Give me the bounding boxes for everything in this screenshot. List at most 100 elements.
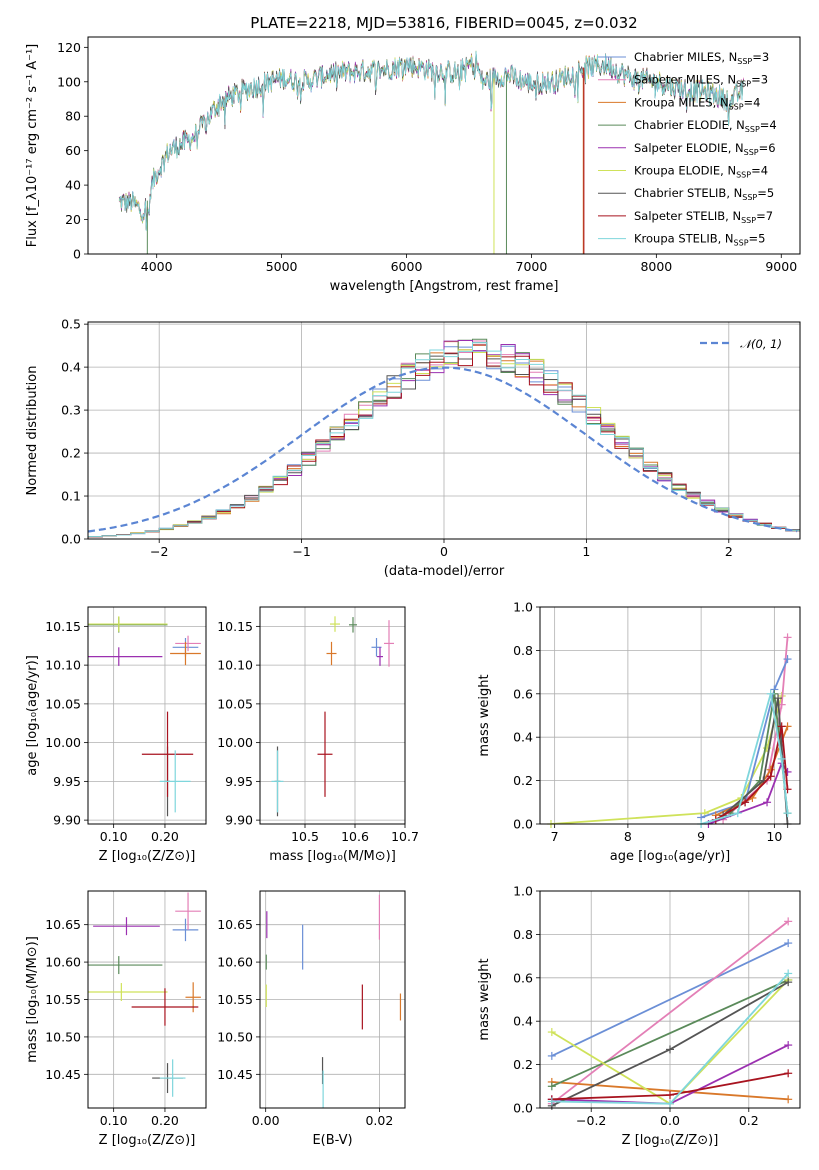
- mass-weight-vs-z-panel: −0.2 0.0 0.2 0.0 0.2 0.4 0.6 0.8 1.0 Z [log₁₀(Z/Z…: [477, 884, 801, 1148]
- y-tick-label: 9.90: [225, 813, 253, 828]
- axes-frame: [259, 606, 406, 825]
- x-tick-label: 10: [766, 829, 782, 844]
- x-tick-label: 0: [440, 544, 448, 559]
- y-tick-label: 0: [73, 247, 81, 262]
- y-tick-label: 0.4: [513, 730, 533, 745]
- y-axis-label: mass weight: [477, 674, 492, 756]
- y-tick-label: 120: [57, 40, 81, 55]
- y-tick-label: 9.95: [225, 774, 253, 789]
- y-tick-label: 0.2: [513, 773, 533, 788]
- x-tick-label: 8: [624, 829, 632, 844]
- x-tick-label: 8000: [640, 259, 672, 274]
- y-tick-label: 0.4: [513, 1014, 533, 1029]
- y-axis-label: Flux [f_λ10⁻¹⁷ erg cm⁻² s⁻¹ A⁻¹]: [25, 44, 40, 248]
- x-tick-label: 7000: [516, 259, 548, 274]
- series-line: [551, 1081, 789, 1101]
- data-point: [88, 956, 163, 975]
- x-tick-label: 5000: [266, 259, 298, 274]
- data-point: [93, 917, 160, 936]
- y-tick-label: 9.90: [53, 813, 81, 828]
- data-point: [384, 620, 394, 667]
- series-line: [700, 658, 789, 819]
- legend-label: Salpeter MILES, NSSP=3: [634, 73, 768, 89]
- x-tick-label: 2: [725, 544, 733, 559]
- y-tick-label: 10.10: [45, 658, 81, 673]
- chart-title: PLATE=2218, MJD=53816, FIBERID=0045, z=0…: [250, 14, 637, 32]
- data-point: [175, 892, 201, 930]
- x-axis-label: Z [log₁₀(Z/Z⊙)]: [99, 1133, 196, 1148]
- y-tick-label: 60: [65, 143, 81, 158]
- axes-frame: [87, 606, 207, 825]
- y-tick-label: 100: [57, 74, 81, 89]
- y-tick-label: 1.0: [513, 884, 533, 899]
- x-tick-label: 10.6: [341, 829, 369, 844]
- y-tick-label: 80: [65, 109, 81, 124]
- x-axis-label: mass [log₁₀(M/M⊙)]: [269, 849, 396, 864]
- data-point: [159, 1059, 186, 1097]
- legend-label: Salpeter ELODIE, NSSP=6: [634, 141, 776, 157]
- y-tick-label: 20: [65, 212, 81, 227]
- x-axis-label: E(B-V): [312, 1133, 352, 1148]
- y-tick-label: 0.3: [61, 403, 81, 418]
- mass-vs-z-panel: 0.10 0.20 10.45 10.50 10.55 10.60 10.65 Z [log₁…: [25, 890, 207, 1148]
- x-axis-label: wavelength [Angstrom, rest frame]: [330, 279, 559, 294]
- y-tick-label: 0.2: [513, 1057, 533, 1072]
- legend-label: Kroupa MILES, NSSP=4: [634, 95, 760, 111]
- series-line: [715, 726, 789, 821]
- axes-frame: [87, 890, 207, 1109]
- x-axis-label: Z [log₁₀(Z/Z⊙)]: [99, 849, 196, 864]
- y-tick-label: 40: [65, 178, 81, 193]
- data-point: [170, 641, 201, 666]
- y-tick-label: 10.00: [217, 735, 253, 750]
- data-point: [175, 635, 201, 652]
- x-tick-label: 10.7: [391, 829, 419, 844]
- y-tick-label: 0.4: [61, 360, 81, 375]
- x-tick-label: 0.20: [151, 1113, 179, 1128]
- y-tick-label: 10.45: [45, 1067, 81, 1082]
- axes-frame: [87, 36, 801, 255]
- y-tick-label: 0.0: [513, 1101, 533, 1116]
- spectrum-panel: 4000 5000 6000 7000 8000 9000 0 20 40 60 80 100 120 w…: [25, 14, 801, 294]
- y-tick-label: 10.45: [217, 1067, 253, 1082]
- series-line: [551, 979, 789, 1088]
- y-tick-label: 0.0: [61, 532, 81, 547]
- legend-label: Chabrier MILES, NSSP=3: [634, 50, 769, 66]
- data-point: [172, 918, 199, 942]
- data-point: [377, 647, 383, 666]
- y-tick-label: 0.6: [513, 970, 533, 985]
- y-axis-label: mass weight: [477, 958, 492, 1040]
- axes-frame: [87, 321, 801, 540]
- spectrum-series-line: [118, 51, 744, 231]
- x-tick-label: 9: [697, 829, 705, 844]
- mass-vs-ebv-panel: 0.00 0.02 10.45 10.50 10.55 10.60 10.65 E(B-V): [217, 890, 406, 1148]
- histogram-series: [88, 342, 800, 538]
- y-tick-label: 0.8: [513, 927, 533, 942]
- y-tick-label: 0.6: [513, 686, 533, 701]
- y-tick-label: 10.65: [45, 917, 81, 932]
- normal-curve: [88, 366, 798, 533]
- data-point: [88, 616, 168, 632]
- x-tick-label: −0.2: [576, 1113, 606, 1128]
- y-tick-label: 10.55: [217, 992, 253, 1007]
- y-tick-label: 10.60: [217, 955, 253, 970]
- data-point: [159, 750, 191, 813]
- y-tick-label: 0.0: [513, 817, 533, 832]
- x-tick-label: 0.0: [660, 1113, 680, 1128]
- data-point: [88, 647, 163, 666]
- y-tick-label: 10.65: [217, 917, 253, 932]
- y-tick-label: 0.1: [61, 489, 81, 504]
- x-tick-label: 9000: [765, 259, 797, 274]
- axes-frame: [539, 890, 801, 1109]
- y-tick-label: 10.55: [45, 992, 81, 1007]
- data-point: [317, 711, 333, 797]
- x-tick-label: 6000: [391, 259, 423, 274]
- y-tick-label: 0.2: [61, 446, 81, 461]
- x-tick-label: 0.10: [100, 829, 128, 844]
- y-tick-label: 10.15: [45, 619, 81, 634]
- data-point: [330, 616, 340, 632]
- age-vs-z-panel: 0.10 0.20 9.90 9.95 10.00 10.05 10.10 10.15 Z [l…: [25, 606, 207, 864]
- axes-frame: [539, 606, 801, 825]
- y-tick-label: 10.60: [45, 955, 81, 970]
- residuals-panel: −2 −1 0 1 2 0.0 0.1 0.2 0.3 0.4 0.5 (data-model)/er…: [25, 317, 801, 579]
- data-point: [88, 983, 168, 1001]
